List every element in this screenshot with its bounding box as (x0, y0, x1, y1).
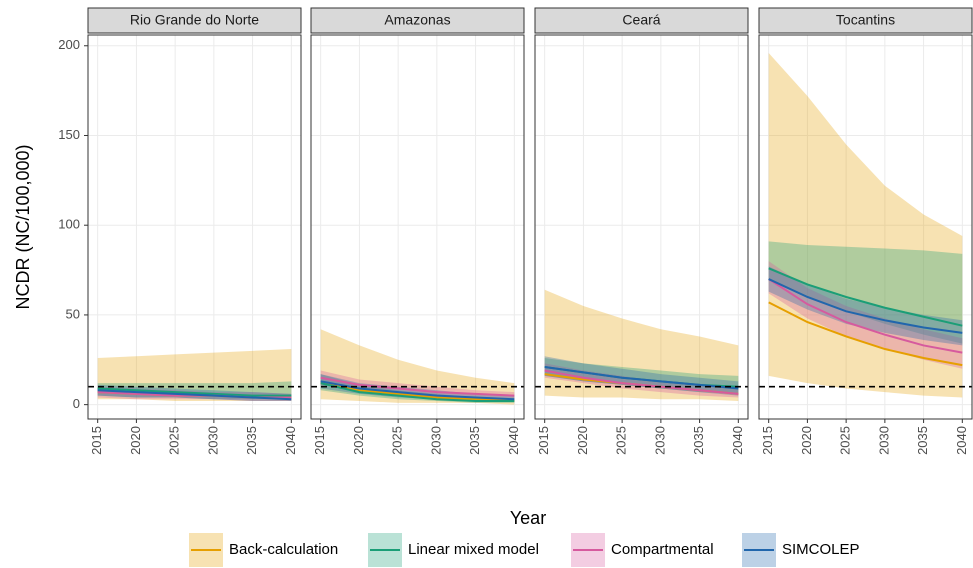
legend-label: SIMCOLEP (782, 541, 860, 558)
panel-background (535, 35, 748, 419)
x-tick-label: 2020 (575, 426, 590, 455)
line (768, 267, 963, 327)
x-tick-label: 2025 (167, 426, 182, 455)
line (320, 376, 515, 397)
facet-title: Amazonas (384, 12, 450, 28)
facet-strip (87, 7, 302, 34)
facet-title: Rio Grande do Norte (130, 12, 259, 28)
x-tick-label: 2020 (799, 426, 814, 455)
x-tick-label: 2020 (128, 426, 143, 455)
x-tick-label: 2040 (283, 426, 298, 455)
x-tick-label: 2025 (390, 426, 405, 455)
line (544, 369, 739, 395)
x-tick-label: 2040 (954, 426, 969, 455)
y-axis-title: NCDR (NC/100,000) (13, 144, 33, 309)
ribbon (768, 52, 963, 398)
x-tick-label: 2035 (915, 426, 930, 455)
x-tick-label: 2030 (428, 426, 443, 455)
line (768, 278, 963, 354)
legend-label: Back-calculation (229, 541, 338, 558)
panel-border (534, 34, 749, 420)
panel-border (758, 34, 973, 420)
x-tick-label: 2040 (730, 426, 745, 455)
y-tick-label: 0 (73, 396, 80, 411)
facet-strip (310, 7, 525, 34)
line (544, 365, 739, 390)
legend-label: Compartmental (611, 541, 714, 558)
x-tick-label: 2030 (652, 426, 667, 455)
x-tick-label: 2040 (506, 426, 521, 455)
panel-background (311, 35, 524, 419)
ribbon (320, 374, 515, 403)
y-tick-label: 50 (66, 306, 80, 321)
ribbon (97, 349, 292, 402)
x-tick-label: 2030 (205, 426, 220, 455)
x-tick-label: 2025 (614, 426, 629, 455)
line (320, 382, 515, 403)
ribbon (768, 241, 963, 344)
x-tick-label: 2035 (244, 426, 259, 455)
line (97, 389, 292, 401)
y-tick-label: 100 (58, 217, 80, 232)
ribbon (544, 356, 739, 396)
x-tick-label: 2015 (760, 426, 775, 455)
x-axis-title: Year (510, 508, 546, 528)
line (768, 278, 963, 334)
x-tick-label: 2015 (312, 426, 327, 455)
x-tick-label: 2035 (467, 426, 482, 455)
facet-title: Tocantins (836, 12, 895, 28)
facet-title: Ceará (622, 12, 660, 28)
panel-border (87, 34, 302, 420)
panel-background (759, 35, 972, 419)
x-tick-label: 2015 (536, 426, 551, 455)
ribbon (320, 370, 515, 400)
line (320, 382, 515, 403)
facet-strip (758, 7, 973, 34)
y-tick-label: 150 (58, 127, 80, 142)
line (768, 301, 963, 367)
x-tick-label: 2035 (691, 426, 706, 455)
panel-border (310, 34, 525, 420)
panel-background (88, 35, 301, 419)
legend-label: Linear mixed model (408, 541, 539, 558)
y-tick-label: 200 (58, 37, 80, 52)
x-tick-label: 2030 (876, 426, 891, 455)
x-tick-label: 2025 (838, 426, 853, 455)
facet-strip (534, 7, 749, 34)
line (97, 387, 292, 397)
x-tick-label: 2015 (89, 426, 104, 455)
x-tick-label: 2020 (351, 426, 366, 455)
